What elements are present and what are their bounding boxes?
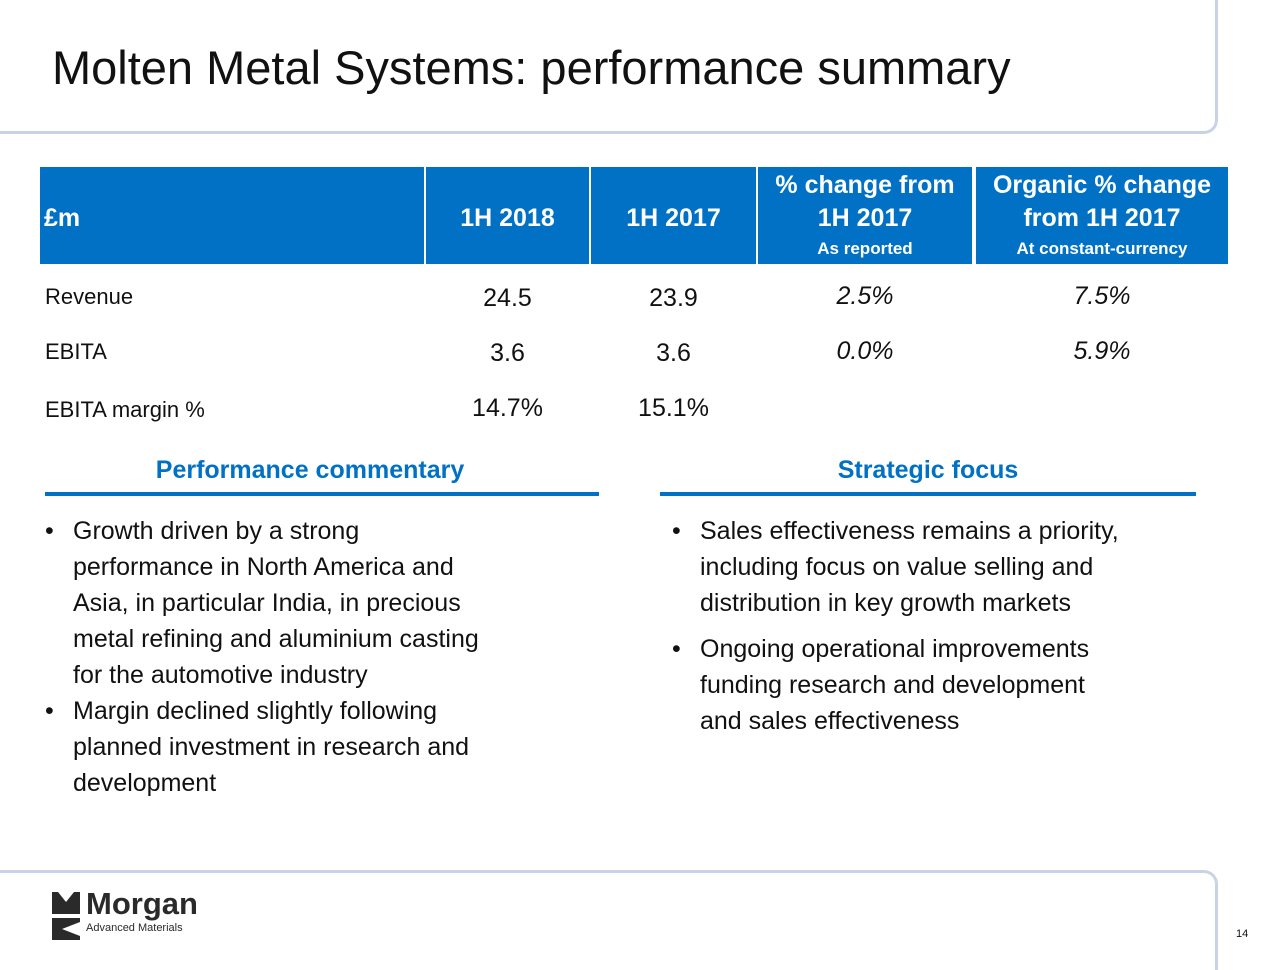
cell-ebita-change: 0.0%: [836, 337, 894, 365]
commentary-line: planned investment in research and: [73, 733, 470, 761]
cell-ebita-margin-1h2017: 15.1%: [638, 394, 709, 422]
header-cell-currency: £m: [40, 167, 424, 264]
cell-revenue-change: 2.5%: [836, 282, 894, 310]
bullet-icon: •: [672, 635, 681, 663]
commentary-line: development: [73, 769, 217, 797]
commentary-line: Growth driven by a strong: [73, 517, 360, 545]
commentary-line: performance in North America and: [73, 553, 454, 581]
strategic-line: Sales effectiveness remains a priority,: [700, 517, 1119, 545]
top-frame-line: [0, 0, 1218, 134]
row-label-ebita-margin: EBITA margin %: [45, 397, 205, 422]
header-1h2018-label: 1H 2018: [460, 204, 555, 232]
list-item: • Sales effectiveness remains a priority…: [672, 513, 1212, 621]
strategic-heading: Strategic focus: [837, 456, 1019, 484]
bullet-icon: •: [45, 517, 54, 545]
header-cell-1h2017: 1H 2017: [591, 167, 756, 264]
strategic-line: and sales effectiveness: [700, 707, 960, 735]
list-item: • Margin declined slightly following pla…: [45, 693, 605, 801]
header-organic-line1: Organic % change: [992, 171, 1212, 199]
strategic-line: including focus on value selling and: [700, 553, 1094, 581]
list-item: • Ongoing operational improvements fundi…: [672, 631, 1212, 739]
cell-ebita-margin-1h2018: 14.7%: [472, 394, 543, 422]
strategic-line: distribution in key growth markets: [700, 589, 1071, 617]
header-change-sub: As reported: [817, 239, 913, 258]
list-item: • Growth driven by a strong performance …: [45, 513, 605, 693]
header-change-line2: 1H 2017: [817, 204, 913, 232]
header-cell-change: % change from 1H 2017 As reported: [758, 167, 972, 264]
header-change-line1: % change from: [775, 171, 955, 199]
logo-wordmark: Morgan: [86, 886, 198, 921]
commentary-line: metal refining and aluminium casting: [73, 625, 479, 653]
bullet-icon: •: [672, 517, 681, 545]
row-label-ebita: EBITA: [45, 339, 107, 364]
commentary-list: • Growth driven by a strong performance …: [45, 513, 605, 801]
page-title: Molten Metal Systems: performance summar…: [52, 41, 1011, 94]
commentary-rule: [45, 492, 599, 496]
bottom-frame-line: [0, 870, 1218, 970]
cell-ebita-1h2017: 3.6: [656, 339, 691, 367]
header-organic-line2: from 1H 2017: [1023, 204, 1181, 232]
commentary-heading: Performance commentary: [155, 456, 465, 484]
logo-subtitle: Advanced Materials: [86, 922, 183, 934]
cell-revenue-1h2018: 24.5: [483, 284, 532, 312]
row-label-revenue: Revenue: [45, 284, 134, 309]
header-currency-label: £m: [44, 204, 81, 232]
strategic-list: • Sales effectiveness remains a priority…: [672, 513, 1212, 739]
commentary-line: for the automotive industry: [73, 661, 368, 689]
cell-ebita-organic: 5.9%: [1073, 337, 1131, 365]
commentary-line: Margin declined slightly following: [73, 697, 438, 725]
bullet-icon: •: [45, 697, 54, 725]
header-1h2017-label: 1H 2017: [626, 204, 721, 232]
page-number: 14: [1236, 928, 1249, 940]
header-cell-1h2018: 1H 2018: [426, 167, 589, 264]
company-logo: Morgan Advanced Materials: [52, 886, 198, 945]
cell-revenue-1h2017: 23.9: [649, 284, 698, 312]
header-organic-sub: At constant-currency: [1016, 239, 1188, 258]
strategic-line: funding research and development: [700, 671, 1085, 699]
cell-revenue-organic: 7.5%: [1073, 282, 1131, 310]
morgan-logo-icon: [52, 892, 80, 940]
strategic-rule: [660, 492, 1196, 496]
cell-ebita-1h2018: 3.6: [490, 339, 525, 367]
strategic-line: Ongoing operational improvements: [700, 635, 1090, 663]
commentary-line: Asia, in particular India, in precious: [73, 589, 461, 617]
header-cell-organic: Organic % change from 1H 2017 At constan…: [976, 167, 1228, 264]
